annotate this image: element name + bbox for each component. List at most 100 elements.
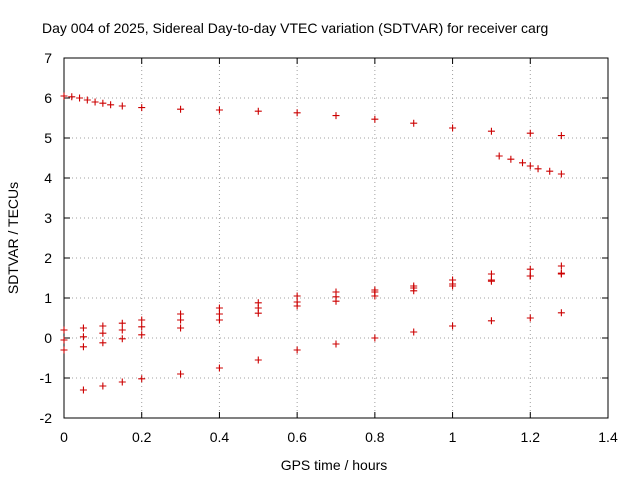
data-points xyxy=(60,92,565,394)
data-point xyxy=(487,127,495,135)
data-point xyxy=(215,316,223,324)
data-point xyxy=(215,106,223,114)
y-tick-label: 1 xyxy=(44,290,52,306)
y-tick-label: 6 xyxy=(44,90,52,106)
data-point xyxy=(138,316,146,324)
data-point xyxy=(371,334,379,342)
data-point xyxy=(371,292,379,300)
data-point xyxy=(332,340,340,348)
data-point xyxy=(519,159,527,167)
data-point xyxy=(177,316,185,324)
data-point xyxy=(79,386,87,394)
y-axis-label: SDTVAR / TECUs xyxy=(5,182,21,294)
data-point xyxy=(495,152,503,160)
data-point xyxy=(83,96,91,104)
y-tick-label: 2 xyxy=(44,250,52,266)
data-point xyxy=(76,94,84,102)
series-sat-e xyxy=(60,269,565,354)
y-tick-label: -1 xyxy=(40,370,53,386)
x-axis-label: GPS time / hours xyxy=(281,457,388,473)
data-point xyxy=(79,324,87,332)
data-point xyxy=(91,98,99,106)
data-point xyxy=(99,99,107,107)
data-point xyxy=(215,304,223,312)
data-point xyxy=(534,165,542,173)
x-tick-label: 0.6 xyxy=(287,429,307,445)
axis-ticks: 0 0.2 0.4 0.6 0.8 1 1.2 1.4 -2 -1 0 1 2 3 4 5 6 7 xyxy=(40,50,618,445)
data-point xyxy=(557,262,565,270)
data-point xyxy=(410,287,418,295)
data-point xyxy=(546,167,554,175)
y-tick-label: -2 xyxy=(40,410,53,426)
data-point xyxy=(254,309,262,317)
data-point xyxy=(60,346,68,354)
data-point xyxy=(526,265,534,273)
data-point xyxy=(118,335,126,343)
x-tick-label: 1.2 xyxy=(521,429,541,445)
data-point xyxy=(99,329,107,337)
data-point xyxy=(254,356,262,364)
data-point xyxy=(118,102,126,110)
data-point xyxy=(79,343,87,351)
data-point xyxy=(118,326,126,334)
data-point xyxy=(177,105,185,113)
chart-title: Day 004 of 2025, Sidereal Day-to-day VTE… xyxy=(42,20,548,36)
data-point xyxy=(118,319,126,327)
data-point xyxy=(293,302,301,310)
data-point xyxy=(293,346,301,354)
data-point xyxy=(118,378,126,386)
data-point xyxy=(215,310,223,318)
data-point xyxy=(487,317,495,325)
data-point xyxy=(79,333,87,341)
data-point xyxy=(557,309,565,317)
data-point xyxy=(507,155,515,163)
data-point xyxy=(371,115,379,123)
data-point xyxy=(449,322,457,330)
data-point xyxy=(177,310,185,318)
grid xyxy=(64,58,608,418)
x-tick-label: 0.2 xyxy=(132,429,152,445)
data-point xyxy=(60,326,68,334)
data-point xyxy=(99,382,107,390)
x-tick-label: 0 xyxy=(60,429,68,445)
data-point xyxy=(557,132,565,140)
data-point xyxy=(99,339,107,347)
data-point xyxy=(177,324,185,332)
data-point xyxy=(410,328,418,336)
data-point xyxy=(526,314,534,322)
data-point xyxy=(254,107,262,115)
y-tick-label: 3 xyxy=(44,210,52,226)
data-point xyxy=(526,272,534,280)
data-point xyxy=(332,297,340,305)
data-point xyxy=(410,119,418,127)
data-point xyxy=(449,282,457,290)
data-point xyxy=(557,170,565,178)
data-point xyxy=(293,292,301,300)
series-sat-a xyxy=(60,92,565,140)
y-tick-label: 5 xyxy=(44,130,52,146)
data-point xyxy=(526,129,534,137)
y-tick-label: 7 xyxy=(44,50,52,66)
x-tick-label: 1 xyxy=(449,429,457,445)
data-point xyxy=(68,93,76,101)
data-point xyxy=(99,322,107,330)
data-point xyxy=(60,336,68,344)
data-point xyxy=(526,162,534,170)
data-point xyxy=(332,112,340,120)
data-point xyxy=(60,92,68,100)
y-tick-label: 0 xyxy=(44,330,52,346)
y-tick-label: 4 xyxy=(44,170,52,186)
plot-frame xyxy=(63,57,609,419)
data-point xyxy=(557,269,565,277)
data-point xyxy=(138,331,146,339)
data-point xyxy=(449,124,457,132)
x-tick-label: 0.4 xyxy=(210,429,230,445)
data-point xyxy=(215,364,223,372)
data-point xyxy=(138,323,146,331)
data-point xyxy=(487,270,495,278)
data-point xyxy=(487,277,495,285)
data-point xyxy=(177,370,185,378)
data-point xyxy=(138,375,146,383)
x-tick-label: 0.8 xyxy=(365,429,385,445)
